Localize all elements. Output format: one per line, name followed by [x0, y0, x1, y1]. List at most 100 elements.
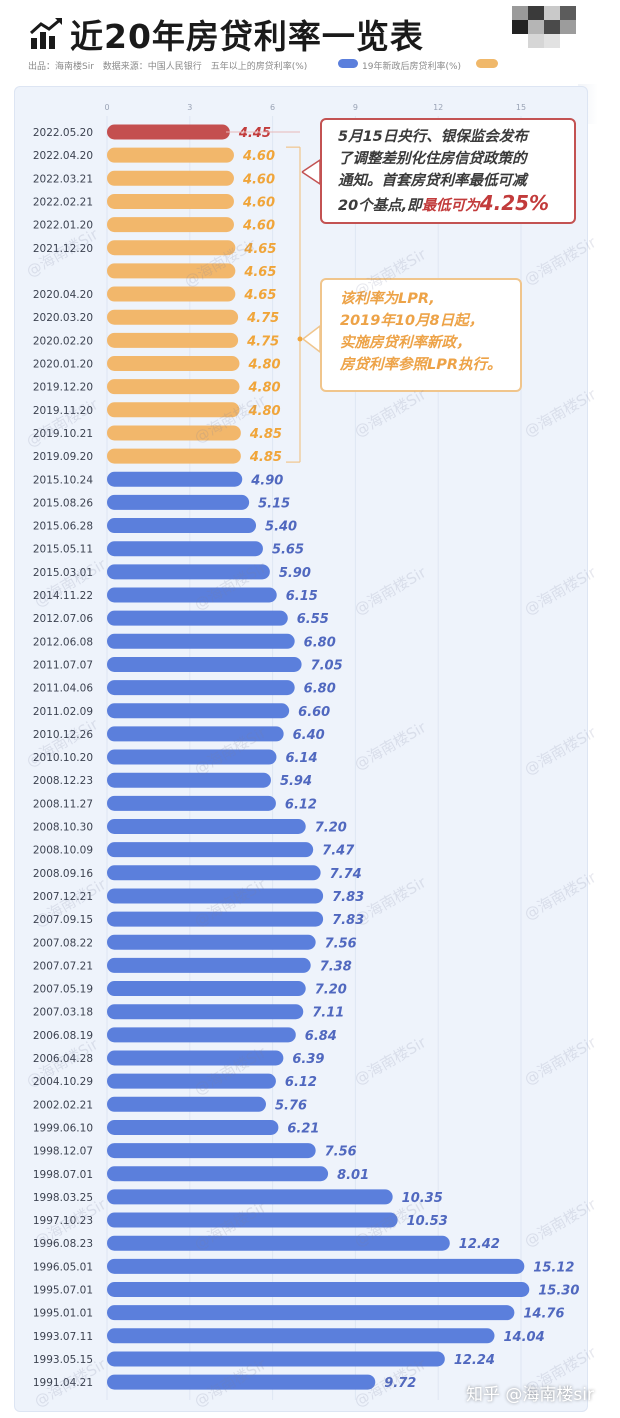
bar [107, 610, 288, 626]
source-data: 数据来源：中国人民银行 [102, 62, 202, 72]
x-tick-label: 12 [433, 103, 443, 112]
category-label: 2011.04.06 [33, 683, 93, 695]
category-label: 2011.07.07 [33, 659, 93, 671]
value-label: 7.83 [332, 913, 364, 928]
value-label: 14.04 [504, 1330, 545, 1345]
value-label: 6.55 [297, 612, 329, 627]
category-label: 2022.02.21 [33, 196, 93, 208]
category-label: 2019.12.20 [33, 382, 93, 394]
header: 近20年房贷利率一览表 出品：海南楼Sir 数据来源：中国人民银行 五年以上的房… [0, 0, 620, 84]
value-label: 7.20 [315, 983, 347, 998]
category-label: 2007.09.15 [33, 914, 93, 926]
value-label: 4.80 [247, 381, 280, 396]
bar [107, 518, 257, 534]
bar [107, 1119, 279, 1135]
value-label: 6.12 [285, 1075, 317, 1090]
category-label: 1997.10.23 [33, 1215, 93, 1227]
bar [107, 1351, 445, 1367]
bar [107, 124, 230, 140]
category-label: 2020.01.20 [33, 359, 93, 371]
value-label: 5.76 [275, 1098, 307, 1113]
category-label: 1995.01.01 [33, 1308, 93, 1320]
bar [107, 1374, 376, 1390]
x-tick-label: 0 [104, 103, 109, 112]
value-label: 5.40 [265, 520, 297, 535]
value-label: 4.65 [243, 242, 276, 257]
value-label: 6.14 [285, 751, 317, 766]
category-label: 2010.12.26 [33, 729, 93, 741]
annotation-lpr-box: 该利率为LPR, 2019年10月8日起， 实施房贷利率新政， 房贷利率参照LP… [320, 278, 522, 392]
value-label: 5.15 [258, 496, 290, 511]
value-label: 6.60 [298, 705, 330, 720]
bar [107, 749, 277, 765]
bar [107, 772, 271, 788]
bar [107, 1212, 398, 1228]
value-label: 15.30 [538, 1284, 579, 1299]
category-label: 2022.01.20 [33, 220, 93, 232]
bar [107, 1328, 495, 1344]
bar [107, 865, 321, 881]
bar [107, 633, 295, 649]
bar [107, 911, 324, 927]
category-label: 2020.02.20 [33, 335, 93, 347]
value-label: 12.24 [454, 1353, 495, 1368]
value-label: 9.72 [384, 1376, 416, 1391]
value-label: 7.83 [332, 890, 364, 905]
x-tick-label: 9 [353, 103, 358, 112]
category-label: 2006.04.28 [33, 1053, 93, 1065]
bar [107, 1143, 316, 1159]
value-label: 6.84 [305, 1029, 337, 1044]
category-label: 2019.09.20 [33, 451, 93, 463]
value-label: 7.05 [311, 658, 343, 673]
annotation-policy-box: 5月15日央行、银保监会发布 了调整差别化住房信贷政策的 通知。首套房贷利率最低… [320, 118, 576, 224]
source-line: 出品：海南楼Sir 数据来源：中国人民银行 五年以上的房贷利率(%) [28, 59, 313, 72]
category-label: 2019.10.21 [33, 428, 93, 440]
value-label: 4.80 [247, 404, 280, 419]
bar [107, 1166, 329, 1182]
bar [107, 981, 306, 997]
bar [107, 309, 239, 325]
value-label: 4.60 [242, 219, 275, 234]
value-label: 14.76 [523, 1307, 564, 1322]
category-label: 1996.08.23 [33, 1238, 93, 1250]
bar [107, 286, 236, 302]
category-label: 2007.07.21 [33, 960, 93, 972]
value-label: 4.60 [242, 172, 275, 187]
annotation-lpr-line1: 该利率为LPR, [340, 291, 435, 307]
value-label: 5.65 [272, 543, 304, 558]
bar [107, 170, 234, 186]
value-label: 4.75 [246, 334, 279, 349]
category-label: 1991.04.21 [33, 1377, 93, 1389]
x-tick-label: 6 [270, 103, 275, 112]
category-label: 2006.08.19 [33, 1030, 93, 1042]
category-label: 2007.03.18 [33, 1007, 93, 1019]
value-label: 7.20 [315, 821, 347, 836]
bar [107, 425, 241, 441]
bar [107, 1050, 284, 1066]
bar [107, 379, 240, 395]
source-prefix: 出品：海南楼Sir [28, 62, 94, 72]
bar [107, 471, 243, 487]
value-label: 6.40 [293, 728, 325, 743]
category-label: 2012.06.08 [33, 636, 93, 648]
value-label: 10.35 [402, 1191, 443, 1206]
annotation-policy-rate: 4.25% [479, 191, 550, 215]
x-tick-label: 15 [516, 103, 526, 112]
bar [107, 1073, 276, 1089]
value-label: 12.42 [459, 1237, 500, 1252]
category-label: 1998.12.07 [33, 1146, 93, 1158]
annotation-policy-line4-a: 20个基点,即 [338, 198, 422, 214]
page-title: 近20年房贷利率一览表 [70, 17, 424, 56]
bar [107, 1258, 525, 1274]
category-label: 2015.03.01 [33, 567, 93, 579]
bar [107, 217, 234, 233]
value-label: 4.85 [249, 427, 282, 442]
value-label: 4.90 [250, 473, 283, 488]
category-label: 1996.05.01 [33, 1261, 93, 1273]
category-label: 2010.10.20 [33, 752, 93, 764]
category-label: 1993.07.11 [33, 1331, 93, 1343]
category-label: 1995.07.01 [33, 1285, 93, 1297]
value-label: 4.75 [246, 311, 279, 326]
value-label: 5.90 [279, 566, 311, 581]
